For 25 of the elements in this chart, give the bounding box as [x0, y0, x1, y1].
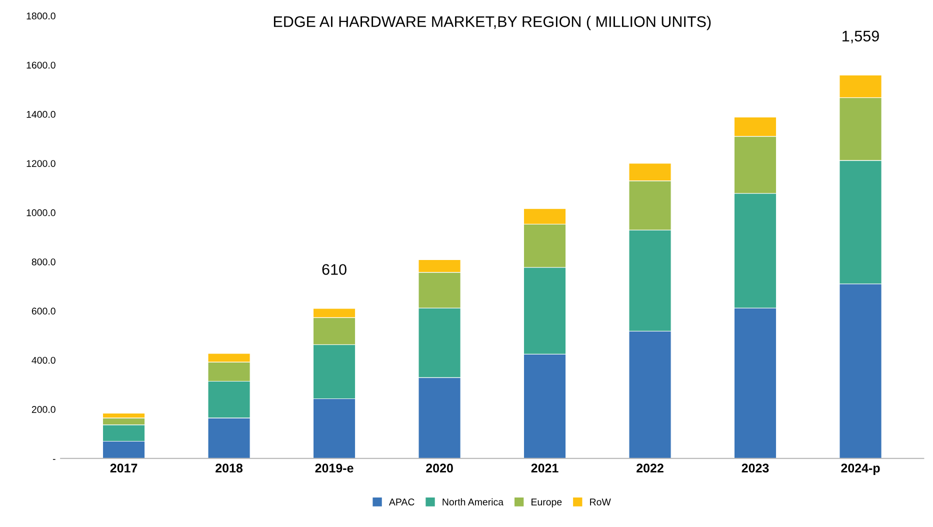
y-tick-label: 1000.0 [26, 209, 56, 216]
x-tick-label: 2017 [110, 464, 138, 473]
y-tick-label: 1600.0 [26, 62, 56, 69]
x-tick-label: 2023 [742, 464, 769, 473]
legend-label: RoW [590, 498, 611, 506]
y-tick-label: 800.0 [32, 258, 56, 266]
total-label: 1,559 [842, 30, 879, 44]
y-tick-label: 400.0 [32, 356, 56, 364]
x-tick-label: 2021 [531, 464, 558, 473]
y-tick-label: 200.0 [32, 406, 56, 413]
x-tick-label: 2019-e [315, 464, 354, 473]
total-label: 610 [322, 264, 346, 275]
x-tick-label: 2024-p [841, 464, 880, 476]
x-tick-label: 2018 [216, 464, 243, 473]
y-tick-label: 600.0 [32, 308, 56, 315]
x-tick-label: 2022 [636, 464, 664, 473]
legend-label: APAC [388, 498, 414, 506]
y-tick-label: 1200.0 [26, 160, 56, 167]
y-tick-label: 1400.0 [26, 110, 56, 118]
chart-title: EDGE AI HARDWARE MARKET,BY REGION ( MILLION UNITS) [274, 16, 711, 30]
y-tick-label: - [52, 459, 56, 460]
y-tick-label: 1800.0 [26, 12, 56, 20]
legend-label: Europe [532, 498, 562, 508]
legend-label: North America [442, 498, 504, 506]
x-tick-label: 2020 [426, 464, 453, 473]
